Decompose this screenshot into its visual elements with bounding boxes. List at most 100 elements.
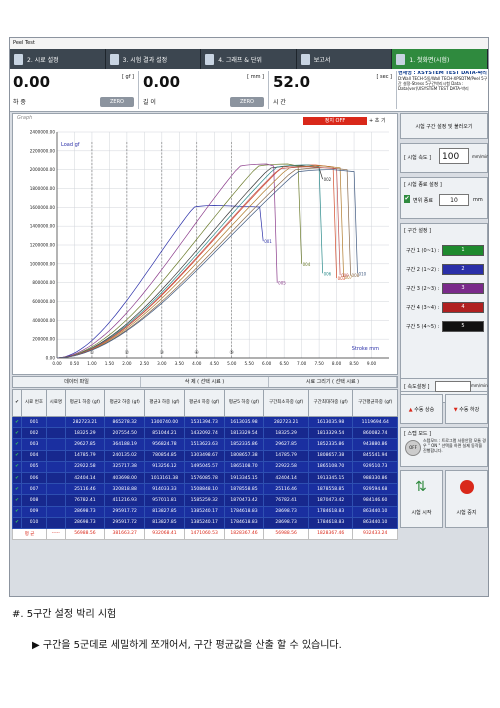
table-cell: 1013161.38 [144, 471, 185, 485]
table-cell: 004 [20, 449, 48, 462]
manual-up-button[interactable]: ▲ 수동 상승 [400, 394, 443, 424]
table-row[interactable]: ✔ 009 28698.73 295917.72 813827.85 1385240.17… [12, 505, 398, 518]
table-cell: 295917.72 [104, 505, 146, 518]
end-value-input[interactable]: 10 [439, 194, 469, 206]
segment-setting-button[interactable]: 시험 구간 설정 및 불러오기 [400, 113, 488, 139]
speed-label: [ 시험 속도 ] [404, 155, 432, 161]
end-condition-label: [ 시험 종료 설정 ] [404, 182, 442, 188]
table-cell: 813827.85 [144, 505, 185, 518]
table-cell: 22922.58 [263, 460, 309, 473]
delete-sample-button[interactable]: 삭 제 ( 선택 시료 ) [141, 377, 269, 387]
segment-panel: [ 구간 설정 ] 구간 1 (0~1) :1 구간 2 (1~2) :2 구간… [400, 223, 488, 403]
tab-sample-settings[interactable]: 2. 시료 설정 [10, 49, 106, 69]
table-cell: 18325.29 [64, 427, 106, 440]
table-cell: 28698.73 [263, 516, 309, 529]
table-cell: 1784618.83 [307, 505, 354, 518]
data-file-button[interactable]: 데이터 파일 [13, 377, 141, 387]
segment-row-2[interactable]: 구간 2 (1~2) :2 [404, 263, 486, 276]
load-zero-button[interactable]: ZERO [100, 97, 134, 107]
row-check-icon[interactable]: ✔ [12, 516, 22, 529]
col-header: 구간최소하중 (gf) [263, 389, 309, 417]
table-cell: 984146.60 [352, 494, 398, 507]
segment-row-3[interactable]: 구간 3 (2~3) :3 [404, 282, 486, 295]
series-label: 009 [341, 273, 349, 278]
row-check-icon[interactable]: ✔ [12, 505, 22, 518]
step-mode-toggle[interactable]: OFF [405, 440, 421, 456]
table-row[interactable]: ✔ 002 18325.29 207554.50 851044.21 1432092.74… [12, 427, 398, 440]
table-row[interactable]: ✔ 010 28698.73 295917.72 813827.85 1385240.17… [12, 516, 398, 529]
table-cell: 003 [20, 438, 48, 451]
segment-row-5[interactable]: 구간 5 (4~5) :5 [404, 320, 486, 333]
table-cell: 1913345.15 [223, 471, 265, 485]
table-cell: 282723.21 [64, 415, 106, 429]
table-cell: 18325.29 [263, 427, 309, 440]
series-line-010 [56, 169, 358, 359]
tab-main-test[interactable]: 1. 첫화면(시험) [392, 49, 488, 69]
series-label: 008 [352, 273, 360, 278]
table-cell: 1813329.54 [307, 427, 354, 440]
row-check-icon[interactable]: ✔ [12, 438, 22, 451]
row-check-icon[interactable]: ✔ [12, 494, 22, 507]
tab-graph-units[interactable]: 4. 그래프 & 단위 [201, 49, 297, 69]
x-tick-label: 8.00 [332, 361, 342, 366]
series-line-007 [56, 165, 344, 359]
table-cell: 009 [20, 505, 48, 518]
x-tick-label: 4.50 [210, 361, 220, 366]
average-cell: 381663.27 [104, 527, 146, 541]
table-cell: 14785.79 [263, 449, 309, 462]
series-label: 010 [359, 271, 367, 276]
table-cell: 845541.94 [352, 449, 398, 462]
table-cell: 929594.68 [352, 483, 398, 496]
table-row[interactable]: ✔ 004 14785.79 240135.02 780854.85 1303498.67… [12, 449, 398, 462]
x-tick-label: 9.00 [367, 361, 377, 366]
col-header: 평균1 하중 (gf) [64, 389, 106, 417]
table-row[interactable]: ✔ 007 25116.46 320818.88 914033.33 1508848.10… [12, 483, 398, 496]
table-cell: 007 [20, 483, 48, 496]
table-row[interactable]: ✔ 001 282723.21 865278.32 1300740.00 1531394.… [12, 415, 398, 429]
table-cell: 320818.88 [104, 483, 146, 496]
row-check-icon[interactable]: ✔ [12, 449, 22, 462]
arrow-up-icon: ▲ [408, 407, 413, 413]
table-row[interactable]: ✔ 003 29627.85 364188.19 956824.78 1513623.63… [12, 438, 398, 451]
zoom-reset-button[interactable]: + 초 기 [369, 118, 386, 124]
graph-panel: Graph 정지 OFF + 초 기 0.00 200000.00 400000.0… [12, 113, 398, 375]
caption-description: ▶ 구간을 5군데로 세밀하게 쪼개어서, 구간 평균값을 산출 할 수 있습니… [32, 640, 342, 651]
segment-row-4[interactable]: 구간 4 (3~4) :4 [404, 301, 486, 314]
start-test-button[interactable]: ⇅ 시험 시작 [400, 470, 443, 528]
stop-test-button[interactable]: 시험 중지 [445, 470, 488, 528]
speed-input[interactable]: 100 [439, 148, 469, 164]
average-row: 평 균 ----- 56988.56 381663.27 932068.41 147106… [11, 527, 398, 541]
printer-icon [300, 53, 310, 65]
hold-off-button[interactable]: 정지 OFF [303, 117, 367, 125]
row-check-icon[interactable]: ✔ [12, 471, 22, 485]
end-condition-name: 변위 종료 [413, 198, 433, 204]
table-cell: 1913345.15 [307, 471, 354, 485]
row-check-icon[interactable]: ✔ [12, 415, 22, 429]
row-check-icon[interactable]: ✔ [12, 483, 22, 496]
time-unit: [ sec ] [376, 74, 392, 80]
x-tick-label: 0.50 [70, 361, 80, 366]
row-check-icon[interactable]: ✔ [12, 460, 22, 473]
manual-down-button[interactable]: ▼ 수동 하강 [445, 394, 488, 424]
table-row[interactable]: ✔ 005 22922.58 325717.38 913256.12 1495045.57… [12, 460, 398, 473]
segment-row-1[interactable]: 구간 1 (0~1) :1 [404, 244, 486, 257]
tab-result-settings[interactable]: 3. 시험 결과 설정 [106, 49, 202, 69]
table-cell: 403698.00 [104, 471, 146, 485]
average-cell: 56988.56 [64, 527, 106, 541]
chart-icon [205, 53, 215, 65]
y-tick-label: 1200000.00 [30, 243, 56, 248]
y-tick-label: 2200000.00 [30, 148, 56, 153]
end-check-icon[interactable]: ✔ [404, 195, 410, 203]
draw-sample-button[interactable]: 시료 그리기 ( 선택 시료 ) [269, 377, 397, 387]
manual-speed-panel: [ 속도설정 ] mm/min [400, 378, 488, 392]
table-row[interactable]: ✔ 008 76782.41 411216.93 957011.81 1585259.32… [12, 494, 398, 507]
row-check-icon[interactable]: ✔ [12, 427, 22, 440]
x-tick-label: 7.00 [297, 361, 307, 366]
table-cell: 1300740.00 [144, 415, 185, 429]
tab-report[interactable]: 보고서 [297, 49, 393, 69]
table-row[interactable]: ✔ 006 42404.14 403698.00 1013161.38 1576085.7… [12, 471, 398, 485]
time-value: 52.0 [273, 73, 311, 91]
manual-speed-input[interactable] [435, 381, 471, 392]
stroke-zero-button[interactable]: ZERO [230, 97, 264, 107]
select-all-check[interactable]: ✔ [12, 389, 22, 417]
